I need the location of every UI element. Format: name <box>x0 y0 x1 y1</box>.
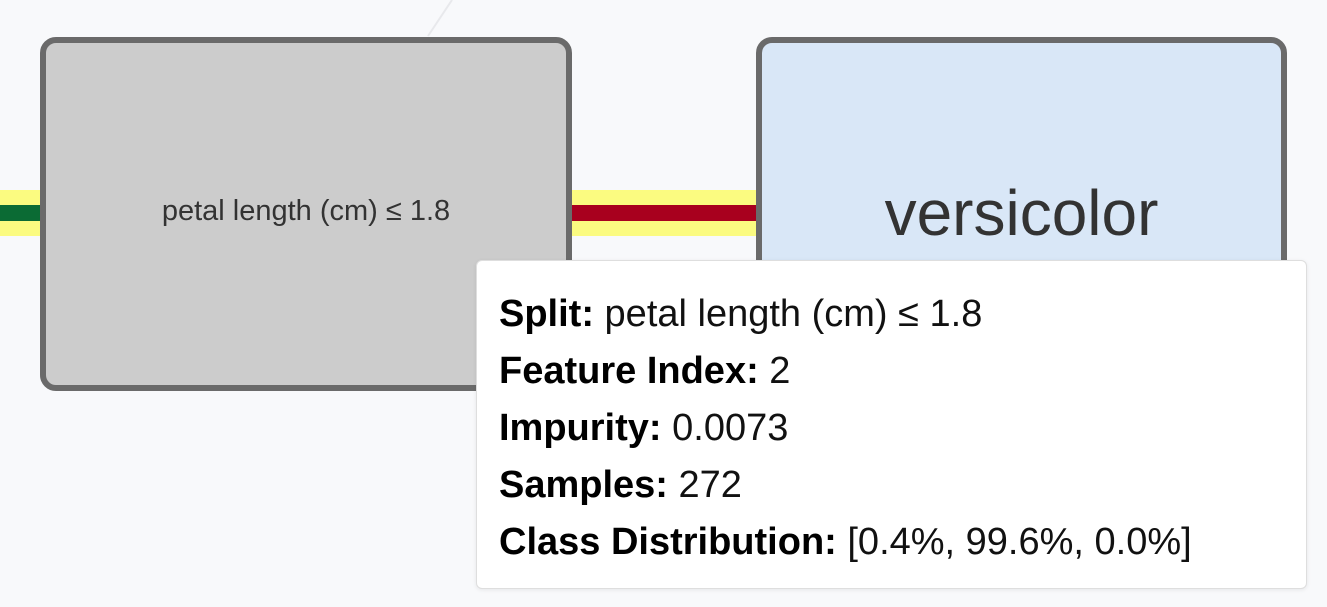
tooltip-impurity-value: 0.0073 <box>672 407 789 449</box>
split-node-label: petal length (cm) ≤ 1.8 <box>161 195 451 227</box>
tooltip-feature-index-value: 2 <box>769 350 791 392</box>
leaf-node-label: versicolor <box>884 177 1159 249</box>
tooltip-samples-row: Samples: 272 <box>499 457 1306 514</box>
tooltip-samples-value: 272 <box>678 464 742 506</box>
tooltip-impurity-key: Impurity: <box>499 407 662 449</box>
tooltip-class-distribution-key: Class Distribution: <box>499 521 837 563</box>
tooltip-class-distribution-row: Class Distribution: [0.4%, 99.6%, 0.0%] <box>499 514 1306 571</box>
tooltip-class-distribution-value: [0.4%, 99.6%, 0.0%] <box>847 521 1192 563</box>
tooltip-samples-key: Samples: <box>499 464 668 506</box>
tooltip-split-value: petal length (cm) ≤ 1.8 <box>604 293 983 335</box>
tooltip-impurity-row: Impurity: 0.0073 <box>499 400 1306 457</box>
outgoing-edge[interactable] <box>572 205 756 221</box>
tooltip-split-row: Split: petal length (cm) ≤ 1.8 <box>499 286 1306 343</box>
tooltip-feature-index-key: Feature Index: <box>499 350 759 392</box>
tooltip-feature-index-row: Feature Index: 2 <box>499 343 1306 400</box>
tooltip-split-key: Split: <box>499 293 594 335</box>
node-tooltip: Split: petal length (cm) ≤ 1.8 Feature I… <box>476 260 1307 589</box>
faint-edge <box>427 0 453 37</box>
incoming-edge[interactable] <box>0 205 40 221</box>
